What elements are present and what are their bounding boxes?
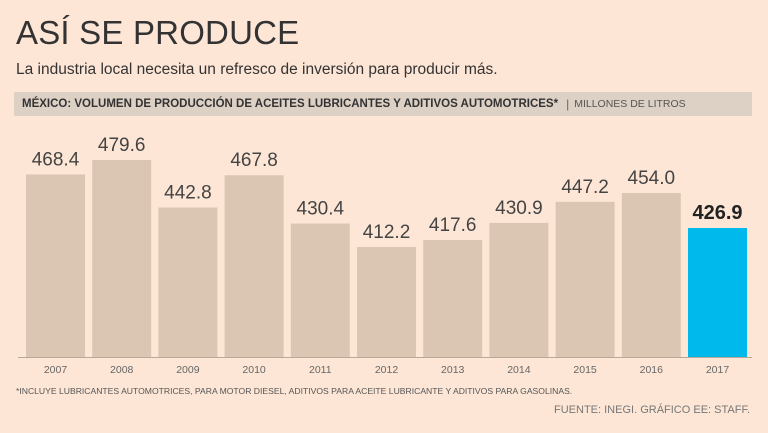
bar-2012 (357, 247, 416, 357)
x-tick-2007: 2007 (44, 364, 68, 376)
bar-2014 (489, 222, 549, 357)
header-separator: | (566, 97, 570, 111)
footnote: *INCLUYE LUBRICANTES AUTOMOTRICES, PARA … (16, 386, 573, 396)
chart-header-bar: MÉXICO: VOLUMEN DE PRODUCCIÓN DE ACEITES… (14, 92, 752, 116)
x-tick-2014: 2014 (507, 364, 531, 376)
source-credit: FUENTE: INEGI. GRÁFICO EE: STAFF. (554, 404, 750, 416)
x-tick-2011: 2011 (309, 364, 332, 376)
bar-2015 (555, 201, 615, 357)
data-label-2011: 430.4 (297, 199, 345, 220)
bar-2009 (158, 207, 218, 357)
x-tick-2010: 2010 (242, 364, 266, 376)
bar-2013 (423, 240, 483, 357)
bar-2016 (621, 193, 681, 357)
data-label-2014: 430.9 (495, 198, 543, 219)
page-title: ASÍ SE PRODUCE (16, 14, 300, 51)
data-label-2008: 479.6 (98, 135, 146, 156)
bar-2008 (92, 160, 152, 357)
bar-2007 (26, 174, 85, 357)
data-label-2013: 417.6 (429, 215, 477, 236)
data-label-2010: 467.8 (230, 150, 278, 171)
x-tick-2015: 2015 (573, 364, 597, 376)
x-tick-2008: 2008 (110, 364, 134, 376)
data-label-2007: 468.4 (32, 149, 80, 170)
page-subtitle: La industria local necesita un refresco … (16, 61, 498, 78)
chart-title: MÉXICO: VOLUMEN DE PRODUCCIÓN DE ACEITES… (22, 98, 559, 110)
data-label-2012: 412.2 (363, 222, 411, 243)
x-tick-2013: 2013 (441, 364, 465, 376)
bar-2011 (290, 223, 350, 357)
x-tick-2016: 2016 (640, 364, 664, 376)
x-tick-2009: 2009 (176, 364, 200, 376)
data-label-2009: 442.8 (164, 183, 212, 204)
x-tick-2017: 2017 (706, 364, 730, 376)
x-tick-2012: 2012 (375, 364, 399, 376)
bar-2010 (224, 175, 284, 357)
data-label-2015: 447.2 (561, 177, 609, 198)
chart-units: MILLONES DE LITROS (574, 98, 686, 110)
data-label-2016: 454.0 (628, 168, 676, 189)
bar-2017 (688, 228, 747, 357)
data-label-2017: 426.9 (692, 202, 742, 224)
